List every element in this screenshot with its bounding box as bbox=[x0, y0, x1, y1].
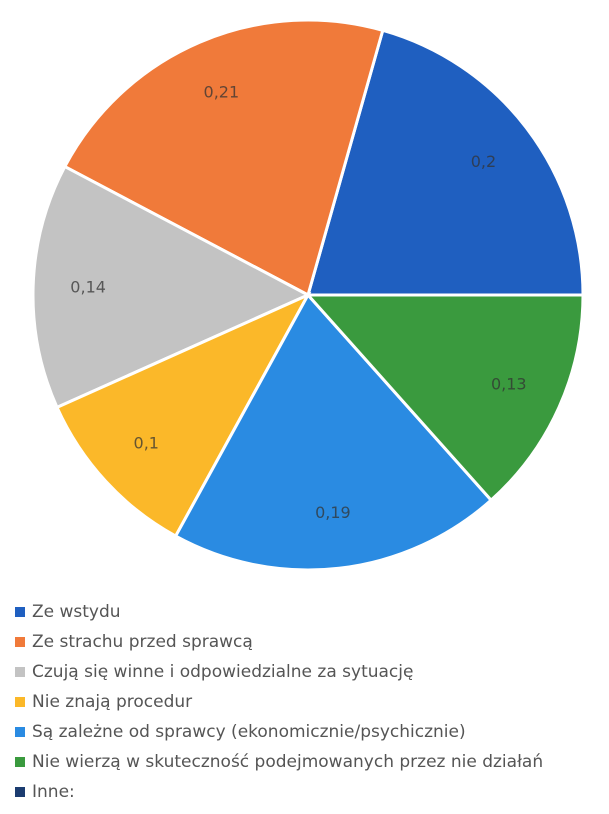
legend-swatch bbox=[15, 787, 25, 797]
data-label: 0,13 bbox=[491, 374, 527, 393]
legend-swatch bbox=[15, 727, 25, 737]
legend-swatch bbox=[15, 697, 25, 707]
legend-swatch bbox=[15, 667, 25, 677]
legend-label: Czują się winne i odpowiedzialne za sytu… bbox=[32, 662, 413, 682]
pie-slice bbox=[173, 292, 494, 572]
data-label: 0,2 bbox=[471, 152, 496, 171]
legend-label: Ze wstydu bbox=[32, 602, 121, 622]
data-label: 0,21 bbox=[204, 82, 240, 101]
legend-label: Inne: bbox=[32, 782, 75, 802]
legend-label: Ze strachu przed sprawcą bbox=[32, 632, 253, 652]
legend-label: Nie wierzą w skuteczność podejmowanych p… bbox=[32, 752, 543, 772]
data-label: 0,14 bbox=[70, 277, 106, 296]
legend-swatch bbox=[15, 607, 25, 617]
pie-slice bbox=[306, 28, 585, 297]
legend-swatch bbox=[15, 637, 25, 647]
pie-slice bbox=[62, 18, 385, 298]
legend-swatch bbox=[15, 757, 25, 767]
pie-slice bbox=[55, 291, 312, 539]
data-label: 0,1 bbox=[134, 434, 159, 453]
data-label: 0,19 bbox=[315, 503, 351, 522]
legend-label: Nie znają procedur bbox=[32, 692, 192, 712]
pie-slice bbox=[31, 164, 312, 410]
legend-label: Są zależne od sprawcy (ekonomicznie/psyc… bbox=[32, 722, 466, 742]
pie-slice bbox=[304, 293, 585, 503]
